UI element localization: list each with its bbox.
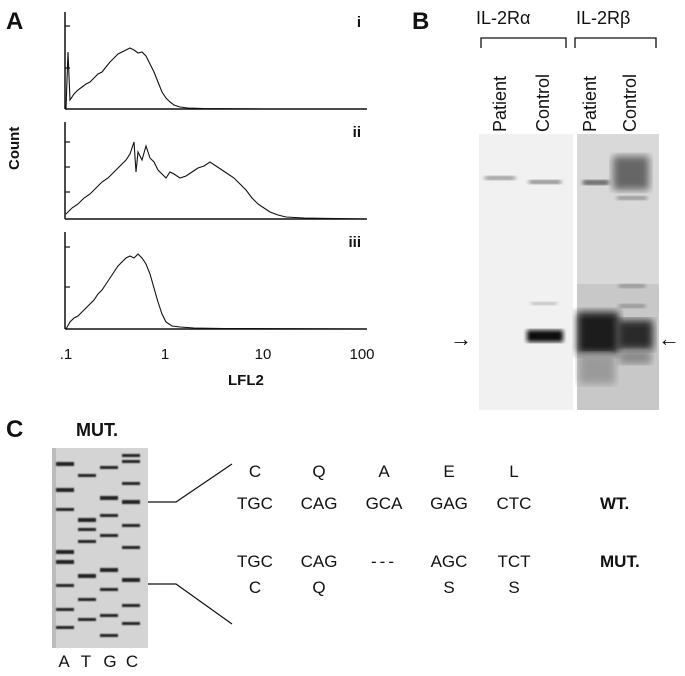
mut-aa-5: S: [508, 578, 520, 597]
gel-lane-t: T: [80, 652, 92, 671]
wt-codon-5: CTC: [496, 494, 532, 513]
wt-codon-4: GAG: [430, 494, 468, 513]
band-beta-patient: [577, 312, 619, 354]
gel-lane-a: A: [58, 652, 70, 671]
panel-a-letter: A: [6, 8, 24, 35]
mut-codon-4: AGC: [430, 552, 468, 571]
histogram-ii-label: ii: [352, 124, 361, 141]
panel-b-letter: B: [412, 8, 430, 35]
zoom-lines: [148, 463, 233, 625]
wt-aa-2: Q: [312, 462, 326, 481]
gel-lane-c: C: [125, 652, 139, 671]
mut-codon-2: CAG: [300, 552, 338, 571]
mut-aa-4: S: [443, 578, 455, 597]
arrow-right: ←: [658, 326, 680, 351]
lane-label-3: Patient: [580, 75, 600, 132]
histogram-iii: iii: [64, 232, 368, 330]
western-blot: [479, 134, 659, 410]
wt-codon-1: TGC: [237, 494, 273, 513]
mut-aa-1: C: [248, 578, 262, 597]
band-alpha-patient-high: [485, 176, 515, 180]
wt-aa-1: C: [248, 462, 262, 481]
histogram-iii-plot: [64, 232, 368, 330]
mut-codon-5: TCT: [497, 552, 531, 571]
histogram-i-label: i: [356, 14, 361, 31]
mut-codon-1: TGC: [237, 552, 273, 571]
histogram-ii: ii: [64, 122, 368, 220]
wt-aa-3: A: [378, 462, 390, 481]
x-axis-title: LFL2: [228, 372, 264, 389]
histogram-i: i: [64, 12, 367, 110]
wt-aa-5: L: [509, 462, 519, 481]
histogram-ii-plot: [64, 122, 368, 220]
y-axis-title: Count: [6, 126, 23, 170]
gel-lane-g: G: [103, 652, 117, 671]
group-label-il2ra: IL-2Rα: [476, 8, 531, 28]
wt-codon-3: GCA: [365, 494, 403, 513]
group-brackets: [480, 37, 657, 48]
lane-label-1: Patient: [490, 75, 510, 132]
mut-tag: MUT.: [600, 552, 640, 571]
mut-codon-3: ---: [371, 552, 397, 571]
group-label-il2rb: IL-2Rβ: [576, 8, 631, 28]
x-tick-2: 10: [254, 346, 272, 363]
x-tick-3: 100: [349, 346, 375, 363]
band-alpha-control: [527, 330, 563, 342]
x-tick-1: 1: [160, 346, 170, 363]
lane-label-4: Control: [620, 73, 640, 132]
histogram-i-plot: [64, 12, 367, 110]
sequencing-gel: [52, 448, 148, 648]
histogram-i-trace: [65, 47, 367, 110]
arrow-left: →: [450, 326, 472, 351]
mut-aa-2: Q: [312, 578, 326, 597]
x-tick-0: .1: [59, 346, 73, 363]
gel-title: MUT.: [76, 420, 118, 440]
panel-c-letter: C: [6, 416, 24, 443]
wt-tag: WT.: [600, 494, 630, 513]
wt-codon-2: CAG: [300, 494, 338, 513]
histogram-iii-label: iii: [348, 234, 361, 251]
lane-label-2: Control: [533, 73, 553, 132]
histogram-ii-trace: [65, 141, 368, 220]
band-alpha-control-high: [529, 180, 561, 184]
band-beta-control: [617, 320, 653, 350]
histogram-iii-trace: [65, 253, 368, 330]
wt-aa-4: E: [443, 462, 455, 481]
